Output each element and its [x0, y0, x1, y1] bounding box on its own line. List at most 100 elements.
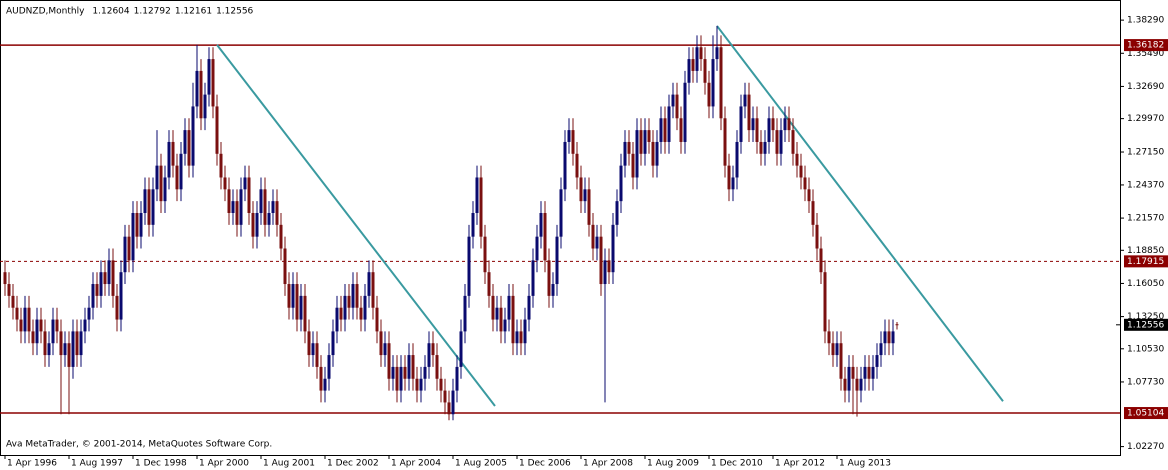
candle-body: [763, 141, 767, 154]
candle-body: [391, 366, 395, 379]
candle-body: [411, 355, 415, 379]
candle-body: [723, 118, 727, 166]
candle-body: [787, 118, 791, 131]
candle-body: [7, 284, 11, 296]
candle-body: [875, 355, 879, 367]
candle-body: [863, 366, 867, 379]
candle-body: [135, 212, 139, 237]
candle-body: [815, 224, 819, 249]
candle-body: [99, 272, 103, 296]
candle-body: [151, 189, 155, 225]
candle-body: [471, 212, 475, 237]
candle-body: [503, 319, 507, 332]
candle-body: [279, 224, 283, 249]
candle-body: [27, 307, 31, 332]
candle-body: [79, 331, 83, 356]
candle-body: [739, 106, 743, 142]
level-tag: [1124, 255, 1168, 268]
x-tick-label: 1 Aug 2009: [647, 459, 699, 469]
candle-body: [219, 153, 223, 178]
x-tick-label: 1 Apr 2012: [775, 459, 825, 469]
candle-body: [843, 378, 847, 391]
candle-body: [571, 130, 575, 154]
candle-body: [83, 319, 87, 332]
candle-body: [599, 236, 603, 285]
candle-body: [871, 366, 875, 379]
candle-body: [387, 343, 391, 379]
candle-body: [819, 248, 823, 273]
candle-body: [631, 153, 635, 178]
candle-body: [259, 189, 263, 213]
candle-body: [583, 189, 587, 202]
trendline: [716, 25, 1004, 402]
y-tick-label: 1.10530: [1127, 344, 1164, 354]
candle-body: [39, 319, 43, 332]
y-tick-label: 1.38290: [1127, 16, 1164, 26]
candle-body: [547, 260, 551, 296]
candle-body: [435, 355, 439, 379]
level-tag: [1124, 39, 1168, 52]
candle-body: [127, 236, 131, 261]
candle-body: [647, 130, 651, 142]
candle-body: [783, 118, 787, 131]
candle-body: [367, 272, 371, 296]
candle-body: [475, 177, 479, 213]
candle-body: [651, 141, 655, 166]
candle-body: [239, 189, 243, 225]
candle-body: [715, 47, 719, 60]
y-tick-label: 1.07730: [1127, 377, 1164, 387]
candle-body: [15, 307, 19, 320]
candle-body: [19, 319, 23, 332]
candle-body: [295, 284, 299, 320]
y-tick-label: 1.02270: [1127, 442, 1164, 452]
y-tick-label: 1.16050: [1127, 279, 1164, 289]
candle-body: [179, 153, 183, 190]
candle-body: [791, 130, 795, 154]
candle-body: [71, 331, 75, 367]
candle-body: [287, 284, 291, 308]
candle-body: [11, 295, 15, 308]
candle-body: [839, 343, 843, 379]
candle-body: [635, 130, 639, 178]
candle-body: [35, 319, 39, 344]
candle-body: [447, 402, 451, 415]
candle-body: [515, 331, 519, 344]
candle-body: [235, 201, 239, 225]
candle-body: [23, 307, 27, 332]
candle-body: [687, 59, 691, 83]
candle-body: [619, 165, 623, 202]
candle-body: [667, 106, 671, 142]
candle-body: [399, 366, 403, 391]
candle-body: [55, 319, 59, 332]
candle-body: [539, 212, 543, 237]
candle-body: [139, 212, 143, 237]
candle-body: [751, 118, 755, 131]
y-tick-label: 1.24370: [1127, 180, 1164, 190]
candle-body: [351, 284, 355, 308]
candle-body: [535, 236, 539, 261]
candle-body: [199, 70, 203, 119]
candle-body: [615, 201, 619, 225]
candle-body: [339, 307, 343, 320]
candle-body: [335, 307, 339, 332]
candle-body: [519, 331, 523, 344]
y-tick-label: 1.21570: [1127, 214, 1164, 224]
candle-body: [303, 295, 307, 332]
candle-body: [799, 165, 803, 178]
candle-body: [531, 260, 535, 296]
candle-body: [3, 272, 7, 285]
x-tick-label: 1 Dec 2010: [711, 459, 763, 469]
candle-body: [423, 366, 427, 379]
candle-body: [675, 94, 679, 119]
candle-body: [575, 153, 579, 178]
candle-body: [795, 153, 799, 166]
candle-body: [567, 130, 571, 142]
candle-body: [891, 331, 895, 344]
candle-body: [247, 177, 251, 213]
candle-body: [87, 307, 91, 320]
y-tick-label: 1.18850: [1127, 246, 1164, 256]
candle-body: [463, 295, 467, 332]
x-tick-label: 1 Dec 1998: [135, 459, 187, 469]
candle-body: [659, 118, 663, 142]
candle-body: [811, 201, 815, 225]
